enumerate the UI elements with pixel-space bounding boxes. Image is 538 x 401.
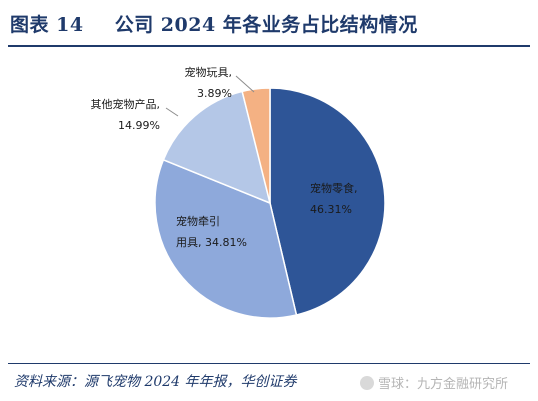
top-rule: [8, 45, 530, 47]
pie-slices: [154, 87, 386, 319]
leader-lines: [165, 75, 255, 117]
slice-labels: 宠物零食, 46.31% 宠物牵引用具, 34.81% 其他宠物产品, 14.99% 宠物…: [91, 65, 358, 249]
snowball-icon: [360, 376, 374, 390]
chart-title: 图表 14 公司 2024 年各业务占比结构情况: [10, 10, 418, 37]
pie-slice-2: [162, 90, 272, 205]
slice-label-2: 其他宠物产品, 14.99%: [91, 97, 161, 132]
bottom-rule: [8, 363, 530, 364]
watermark: 雪球：九方金融研究所: [360, 373, 508, 392]
pie-slice-0: [269, 87, 386, 316]
leader-line-2: [165, 107, 179, 117]
figure-title: 公司 2024 年各业务占比结构情况: [114, 14, 418, 36]
figure-number: 图表 14: [10, 14, 84, 36]
slice-label-1: 宠物牵引用具, 34.81%: [176, 214, 247, 249]
source-note: 资料来源：源飞宠物 2024 年年报，华创证券: [14, 374, 297, 390]
slice-label-3: 宠物玩具, 3.89%: [185, 65, 233, 100]
pie-slice-3: [241, 87, 271, 204]
slice-label-0: 宠物零食, 46.31%: [310, 181, 358, 216]
watermark-text: 雪球：九方金融研究所: [378, 377, 509, 392]
header: 图表 14 公司 2024 年各业务占比结构情况: [0, 0, 538, 48]
leader-line-3: [235, 75, 255, 93]
